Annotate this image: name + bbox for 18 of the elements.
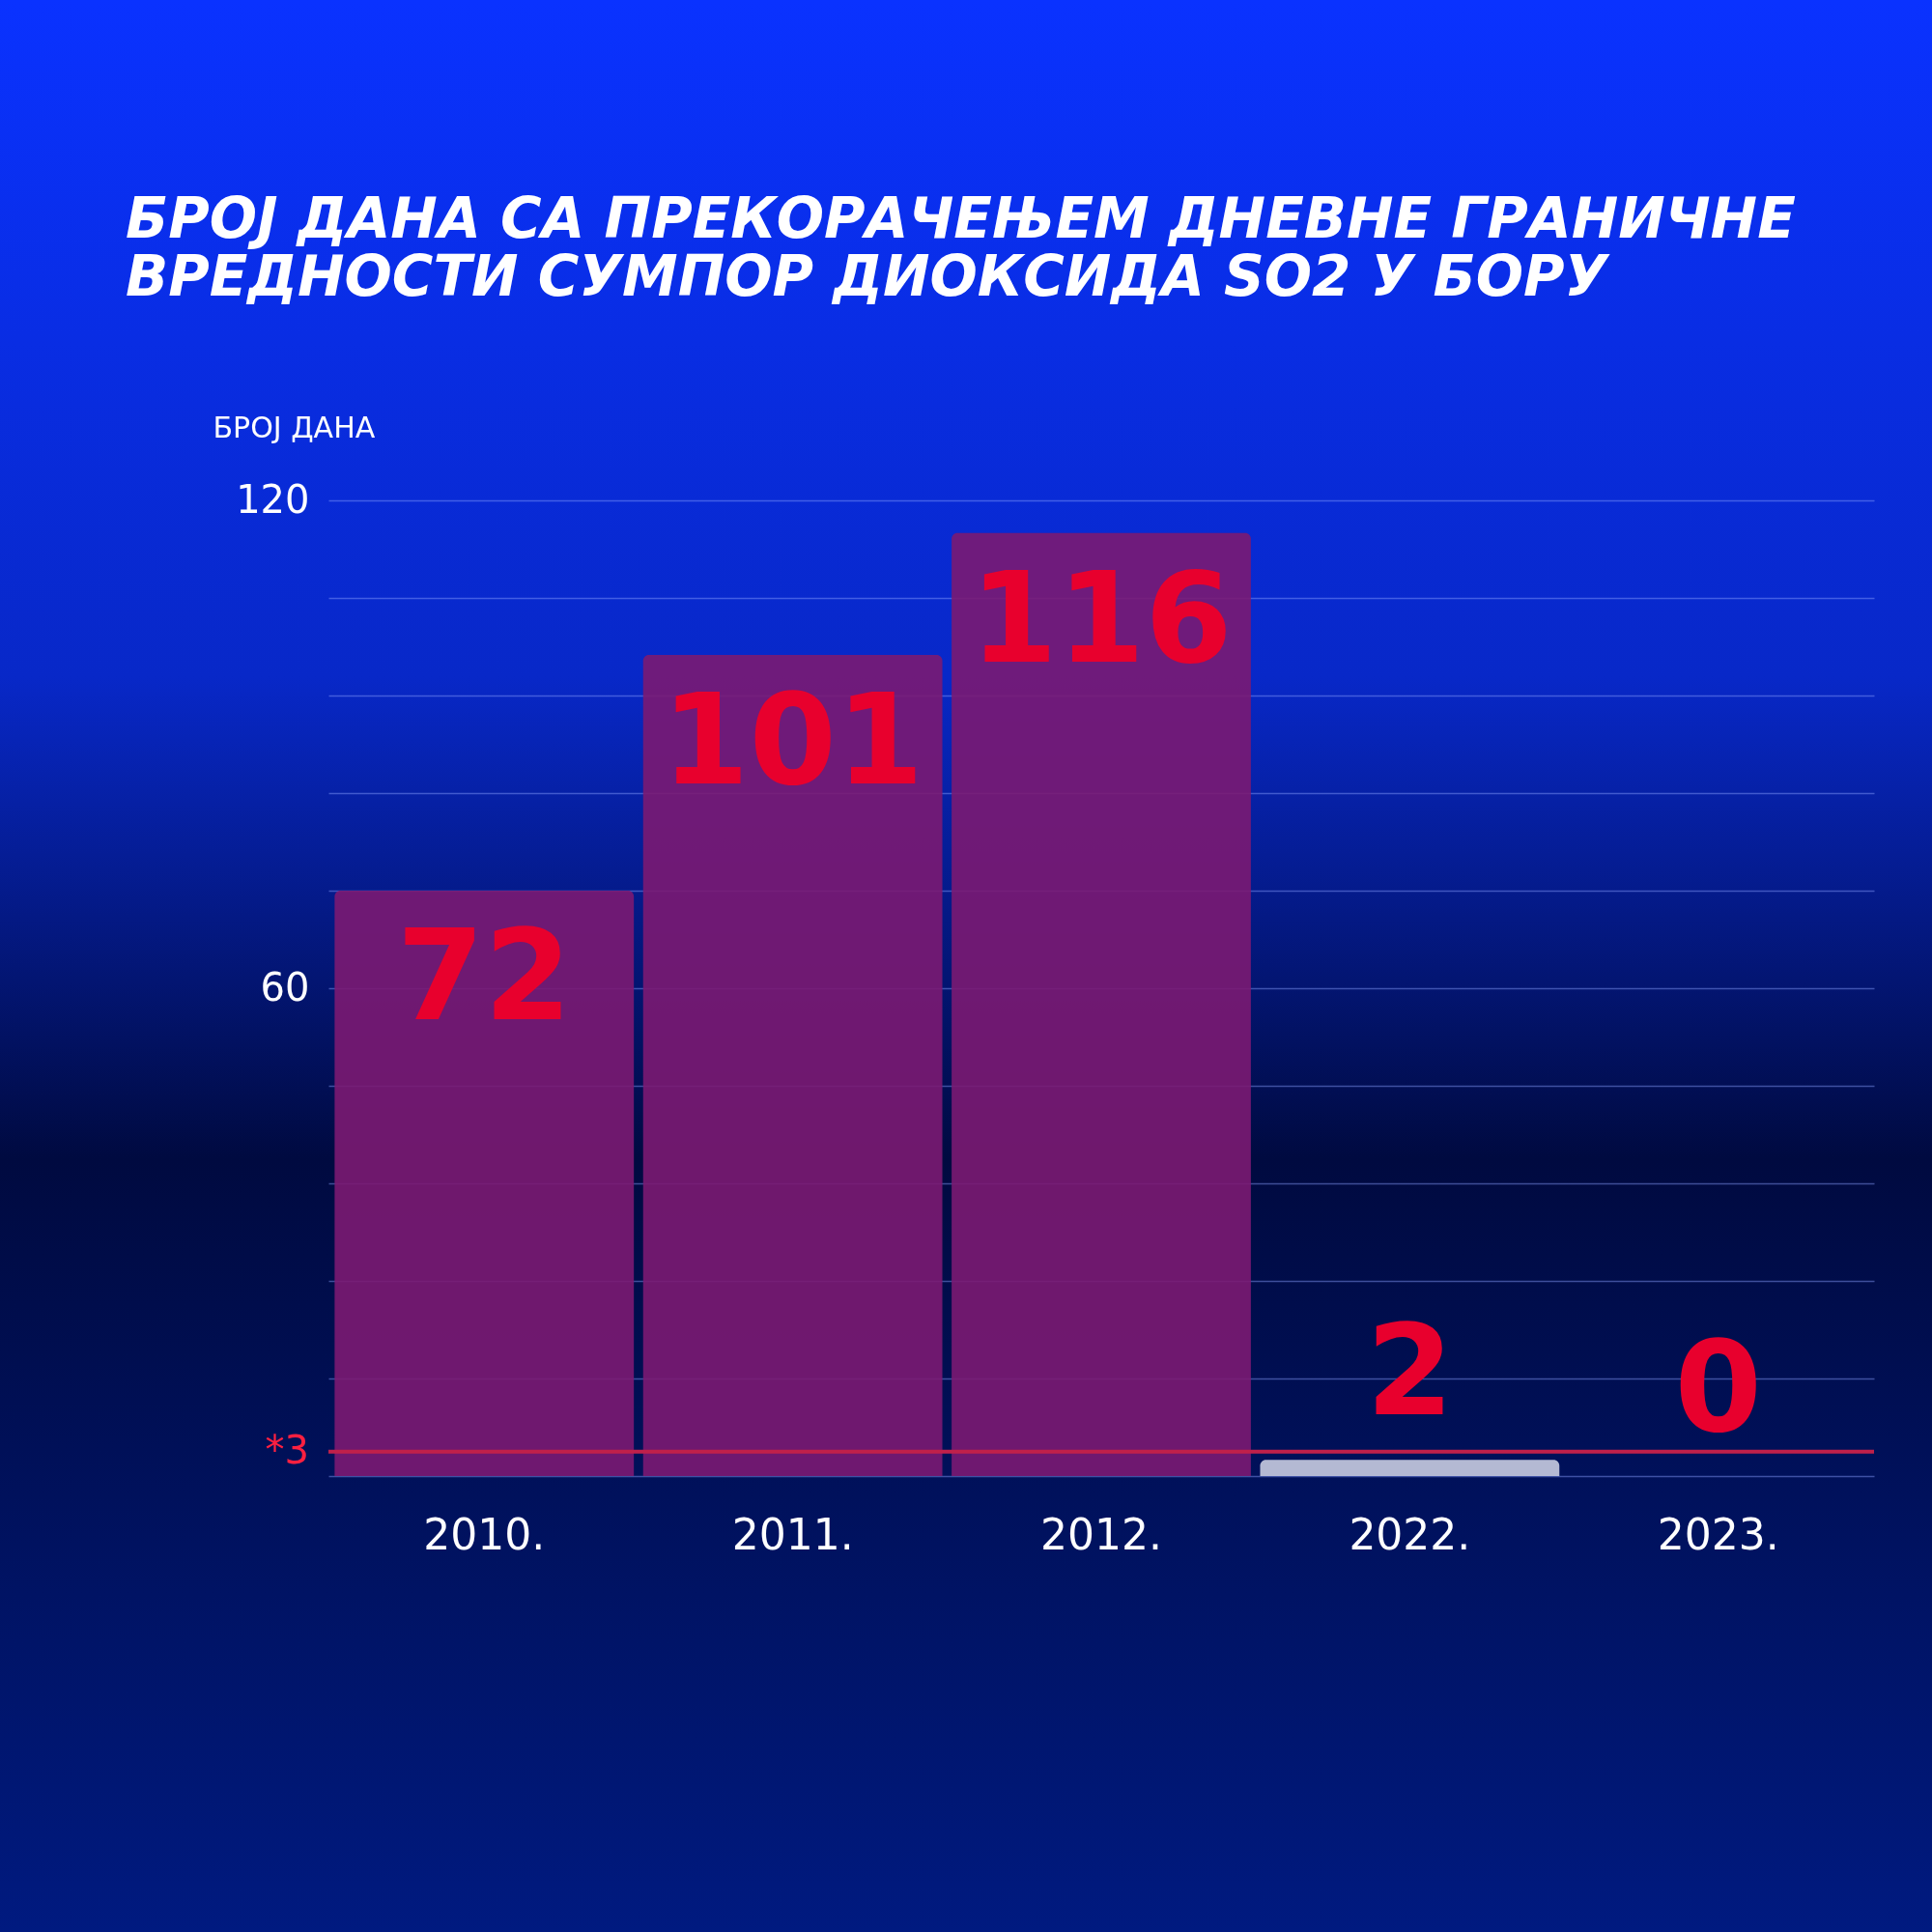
x-tick-label: 2022. [1349, 1509, 1471, 1559]
y-tick-label: 120 [236, 476, 310, 522]
x-tick-label: 2023. [1657, 1509, 1779, 1559]
bar [1260, 1460, 1560, 1476]
x-tick-label: 2012. [1040, 1509, 1162, 1559]
bar [334, 891, 635, 1476]
data-label: 0 [1674, 1314, 1762, 1461]
data-label: 2 [1366, 1297, 1454, 1445]
y-axis-title: БРОЈ ДАНА [213, 410, 376, 444]
ref-line-label: *3 [265, 1427, 309, 1472]
y-tick-label: 60 [260, 964, 310, 1009]
data-label: 101 [661, 666, 924, 813]
data-label: 116 [970, 544, 1233, 692]
x-tick-label: 2010. [423, 1509, 546, 1559]
x-tick-label: 2011. [731, 1509, 854, 1559]
bar [642, 654, 943, 1476]
data-label: 72 [396, 902, 572, 1049]
bar [952, 532, 1251, 1476]
